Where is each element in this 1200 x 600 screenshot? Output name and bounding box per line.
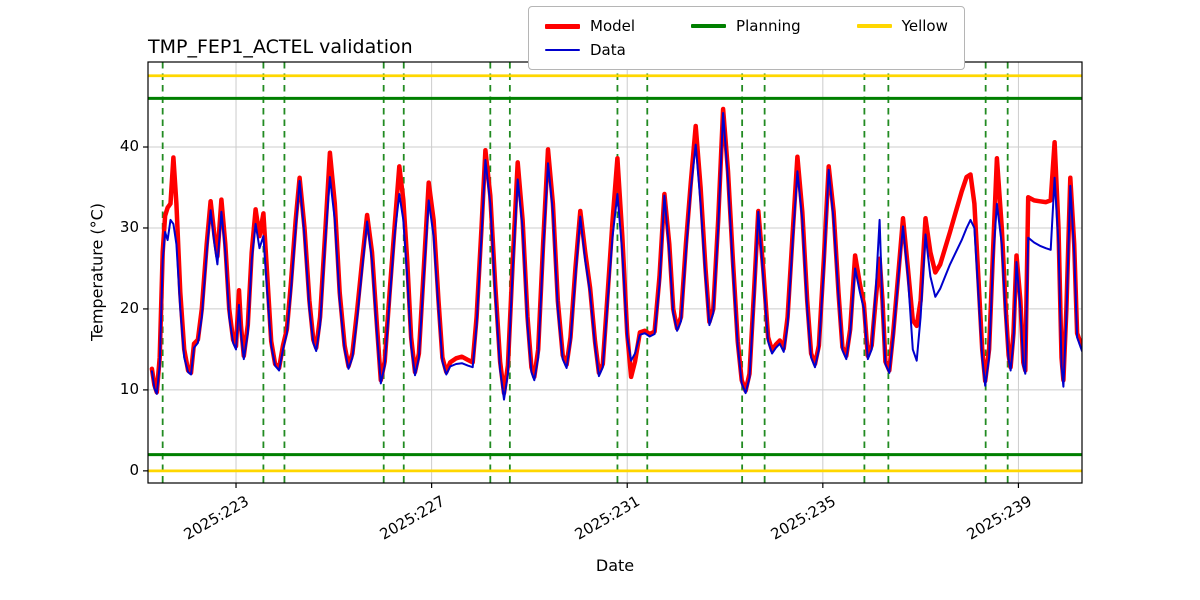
legend-item-model: Model (545, 17, 635, 35)
legend: Model Data Planning Yellow (528, 6, 965, 70)
legend-label: Yellow (901, 17, 948, 35)
y-axis-label: Temperature (°C) (87, 202, 107, 342)
legend-swatch-planning (691, 24, 727, 28)
x-axis-label: Date (595, 556, 635, 575)
y-tick-label: 0 (129, 460, 139, 479)
legend-swatch-yellow (856, 24, 892, 28)
y-tick-label: 30 (119, 217, 139, 236)
legend-label: Planning (736, 17, 801, 35)
legend-item-data: Data (545, 41, 635, 59)
legend-label: Model (590, 17, 636, 35)
legend-swatch-data (545, 49, 580, 51)
legend-swatch-model (545, 23, 580, 29)
legend-item-yellow: Yellow (856, 17, 948, 35)
legend-item-planning: Planning (691, 17, 801, 35)
y-tick-label: 20 (119, 298, 139, 317)
y-tick-label: 10 (119, 379, 139, 398)
data-line (150, 112, 1082, 401)
chart-title: TMP_FEP1_ACTEL validation (148, 36, 413, 58)
plot-border (147, 61, 1083, 484)
legend-label: Data (590, 41, 626, 59)
y-tick-label: 40 (119, 137, 139, 155)
